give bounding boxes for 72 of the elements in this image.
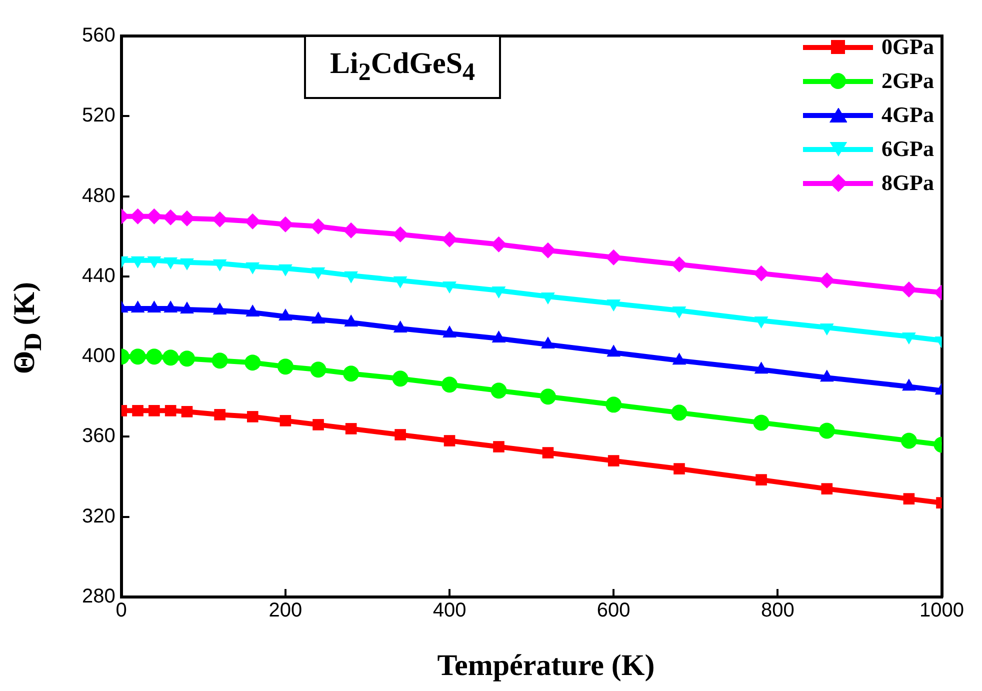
- point: [394, 429, 406, 440]
- point: [244, 213, 261, 230]
- point: [181, 406, 193, 418]
- y-tick-label: 400: [82, 345, 116, 368]
- point: [606, 396, 622, 413]
- point: [343, 222, 360, 238]
- point: [540, 388, 556, 405]
- point: [540, 242, 556, 258]
- y-tick-label: 320: [82, 505, 116, 528]
- point: [179, 210, 195, 226]
- point: [821, 483, 833, 494]
- point: [903, 493, 915, 504]
- x-tick-label: 0: [116, 600, 127, 622]
- x-tick-label: 800: [760, 600, 794, 622]
- point: [179, 350, 195, 367]
- y-tick-label: 360: [82, 425, 116, 448]
- y-tick-label: 560: [82, 24, 116, 47]
- y-tick-label: 480: [82, 184, 116, 207]
- point: [442, 231, 458, 248]
- x-tick-label: 600: [596, 600, 630, 622]
- x-tick-label: 1000: [920, 600, 964, 622]
- annotation: Li$_{2}$CdGeS$_{4}$: [304, 35, 502, 99]
- point: [162, 350, 179, 366]
- point: [674, 463, 685, 474]
- point: [392, 226, 408, 242]
- point: [490, 236, 507, 252]
- point: [900, 432, 917, 449]
- point: [442, 376, 458, 393]
- x-tick-label: 200: [268, 600, 302, 622]
- point: [608, 455, 620, 466]
- point: [277, 358, 294, 375]
- legend-label: 2GPa: [881, 68, 934, 94]
- legend-label: 0GPa: [881, 34, 934, 60]
- y-tick-label: 520: [82, 104, 116, 127]
- point: [244, 354, 261, 371]
- point: [277, 216, 294, 232]
- point: [130, 348, 146, 365]
- y-tick-label: 440: [82, 264, 116, 287]
- point: [214, 409, 226, 420]
- point: [671, 404, 688, 421]
- point: [212, 352, 228, 369]
- point: [312, 419, 324, 430]
- point: [343, 366, 360, 382]
- point: [606, 249, 622, 266]
- point: [818, 422, 835, 439]
- point: [345, 423, 357, 434]
- point: [753, 414, 770, 431]
- point: [493, 441, 504, 452]
- y-tick-label: 280: [82, 586, 116, 608]
- point: [310, 362, 326, 378]
- x-axis-title: Température (K): [436, 649, 656, 683]
- point: [310, 218, 326, 234]
- legend-label: 6GPa: [881, 136, 934, 162]
- x-tick-label: 400: [432, 600, 466, 622]
- point: [280, 415, 292, 426]
- point: [132, 405, 144, 416]
- point: [671, 256, 688, 272]
- point: [444, 435, 456, 446]
- point: [818, 272, 835, 288]
- point: [756, 474, 767, 486]
- point: [542, 447, 554, 458]
- legend-label: 4GPa: [881, 102, 934, 128]
- point: [164, 405, 176, 416]
- point: [146, 348, 162, 365]
- point: [246, 411, 258, 422]
- point: [392, 370, 408, 387]
- point: [753, 265, 770, 282]
- point: [148, 405, 160, 416]
- point: [162, 209, 179, 226]
- point: [900, 281, 917, 298]
- legend-label: 8GPa: [881, 170, 934, 196]
- point: [490, 382, 507, 399]
